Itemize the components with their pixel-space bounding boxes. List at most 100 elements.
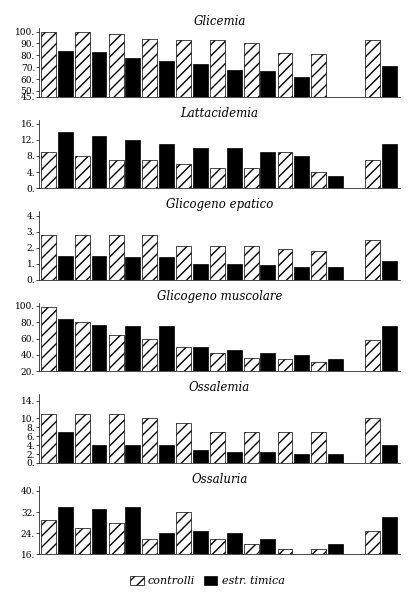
Bar <box>278 432 293 463</box>
Bar <box>294 76 309 150</box>
Bar <box>58 432 73 463</box>
Bar <box>142 338 157 388</box>
Bar <box>159 445 174 463</box>
Title: Glicogeno epatico: Glicogeno epatico <box>166 198 273 211</box>
Bar <box>278 53 293 150</box>
Bar <box>92 509 107 597</box>
Bar <box>176 40 191 150</box>
Bar <box>142 235 157 280</box>
Bar <box>193 530 208 597</box>
Bar <box>294 156 309 188</box>
Bar <box>227 533 242 597</box>
Bar <box>193 148 208 188</box>
Bar <box>227 350 242 388</box>
Bar <box>58 256 73 280</box>
Bar <box>210 432 225 463</box>
Bar <box>366 40 380 150</box>
Bar <box>311 54 326 150</box>
Bar <box>125 445 140 463</box>
Bar <box>261 353 275 388</box>
Bar <box>328 544 343 597</box>
Bar <box>92 326 107 388</box>
Bar <box>244 432 259 463</box>
Bar <box>244 544 259 597</box>
Bar <box>159 326 174 388</box>
Bar <box>125 258 140 280</box>
Bar <box>328 97 343 150</box>
Bar <box>311 432 326 463</box>
Bar <box>261 539 275 597</box>
Bar <box>75 414 90 463</box>
Bar <box>176 347 191 388</box>
Bar <box>382 66 397 150</box>
Bar <box>159 144 174 188</box>
Bar <box>58 132 73 188</box>
Bar <box>41 31 56 150</box>
Title: Ossaluria: Ossaluria <box>191 473 248 486</box>
Bar <box>382 144 397 188</box>
Bar <box>278 549 293 597</box>
Bar <box>58 51 73 150</box>
Bar <box>311 549 326 597</box>
Bar <box>193 264 208 280</box>
Bar <box>142 539 157 597</box>
Bar <box>366 240 380 280</box>
Title: Ossalemia: Ossalemia <box>189 381 250 394</box>
Bar <box>58 319 73 388</box>
Bar <box>278 152 293 188</box>
Bar <box>294 267 309 280</box>
Bar <box>176 423 191 463</box>
Bar <box>41 235 56 280</box>
Bar <box>41 152 56 188</box>
Bar <box>366 418 380 463</box>
Bar <box>109 523 124 597</box>
Bar <box>366 160 380 188</box>
Legend: controlli, estr. timica: controlli, estr. timica <box>126 571 289 591</box>
Bar <box>227 264 242 280</box>
Bar <box>328 359 343 388</box>
Bar <box>382 445 397 463</box>
Bar <box>244 168 259 188</box>
Bar <box>142 160 157 188</box>
Bar <box>261 452 275 463</box>
Bar <box>176 164 191 188</box>
Bar <box>58 507 73 597</box>
Bar <box>92 52 107 150</box>
Bar <box>109 160 124 188</box>
Bar <box>328 176 343 188</box>
Bar <box>159 533 174 597</box>
Bar <box>366 530 380 597</box>
Bar <box>109 235 124 280</box>
Bar <box>244 358 259 388</box>
Bar <box>125 140 140 188</box>
Bar <box>159 258 174 280</box>
Bar <box>92 256 107 280</box>
Title: Lattacidemia: Lattacidemia <box>181 107 259 120</box>
Bar <box>244 43 259 150</box>
Bar <box>75 235 90 280</box>
Bar <box>210 246 225 280</box>
Bar <box>159 61 174 150</box>
Bar <box>382 326 397 388</box>
Bar <box>311 362 326 388</box>
Bar <box>311 251 326 280</box>
Bar <box>109 34 124 150</box>
Bar <box>193 450 208 463</box>
Bar <box>193 347 208 388</box>
Bar <box>92 135 107 188</box>
Bar <box>125 507 140 597</box>
Bar <box>294 355 309 388</box>
Bar <box>75 156 90 188</box>
Bar <box>227 148 242 188</box>
Bar <box>193 64 208 150</box>
Bar <box>125 326 140 388</box>
Bar <box>41 414 56 463</box>
Bar <box>109 335 124 388</box>
Bar <box>142 39 157 150</box>
Bar <box>210 539 225 597</box>
Bar <box>278 249 293 280</box>
Bar <box>261 265 275 280</box>
Bar <box>294 454 309 463</box>
Title: Glicogeno muscolare: Glicogeno muscolare <box>157 290 282 303</box>
Bar <box>210 40 225 150</box>
